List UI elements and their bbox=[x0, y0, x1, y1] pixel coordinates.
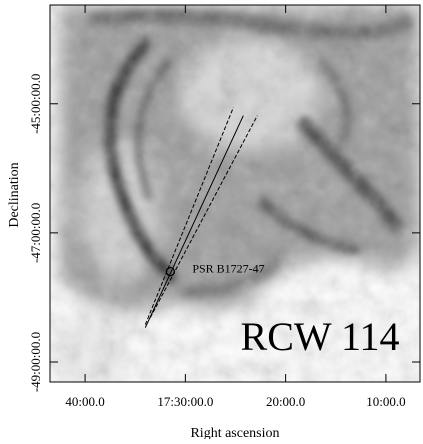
y-axis-label: Declination bbox=[7, 162, 22, 227]
x-tick-label: 20:00.0 bbox=[266, 394, 305, 409]
chart: RCW 114 Right ascension Declination 40:0… bbox=[0, 0, 423, 439]
x-tick-label: 10:00.0 bbox=[366, 394, 405, 409]
annotation: RCW 114 bbox=[241, 314, 400, 359]
x-tick-label: 40:00.0 bbox=[65, 394, 104, 409]
y-tick-label: -49:00:00.0 bbox=[28, 332, 43, 392]
y-tick-label: -45:00:00.0 bbox=[28, 74, 43, 134]
x-axis-label: Right ascension bbox=[190, 426, 279, 439]
pulsar-label: PSR B1727-47 bbox=[192, 262, 264, 276]
x-tick-label: 17:30:00.0 bbox=[157, 394, 213, 409]
y-tick-label: -47:00:00.0 bbox=[28, 203, 43, 263]
